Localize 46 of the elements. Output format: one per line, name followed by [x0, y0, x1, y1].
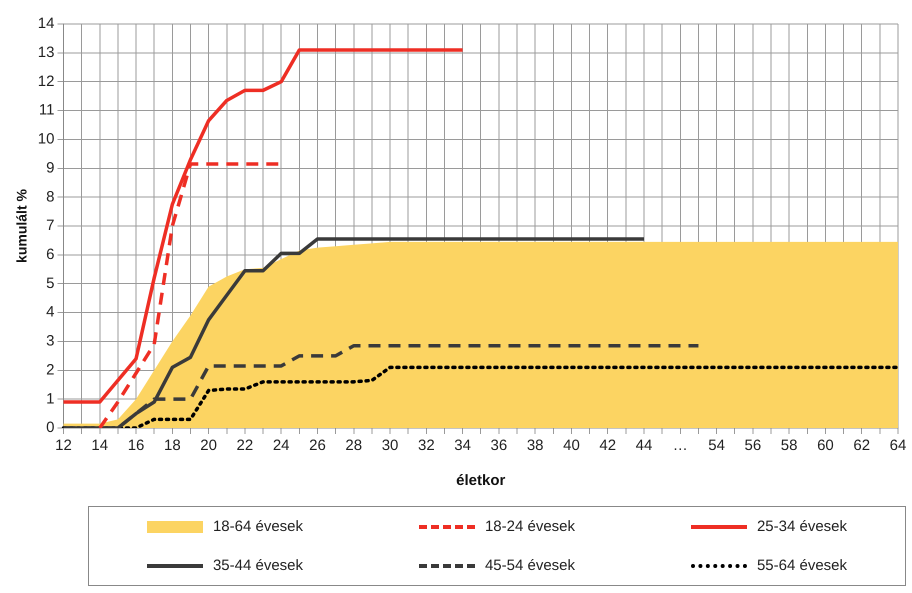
- x-tick-label: 20: [200, 437, 217, 454]
- x-tick-label: 16: [128, 437, 144, 454]
- y-tick-label: 4: [46, 304, 54, 321]
- x-tick-label: 64: [890, 437, 906, 454]
- y-tick-label: 11: [38, 102, 54, 119]
- y-tick-label: 8: [46, 188, 54, 206]
- y-tick-label: 2: [46, 361, 54, 378]
- y-tick-label: 9: [46, 159, 54, 176]
- x-tick-label: …: [672, 437, 688, 454]
- x-tick-label: 22: [236, 437, 254, 454]
- y-tick-label: 5: [46, 274, 54, 292]
- y-tick-label: 3: [46, 332, 54, 350]
- y-tick-label: 10: [38, 130, 54, 148]
- legend-label: 45-54 évesek: [484, 557, 576, 574]
- y-tick-label: 6: [46, 246, 54, 263]
- legend-label: 18-24 évesek: [484, 518, 576, 535]
- x-tick-label: 36: [490, 437, 508, 454]
- x-tick-label: 30: [382, 437, 398, 454]
- x-tick-label: 26: [309, 437, 326, 454]
- x-tick-label: 54: [708, 437, 725, 454]
- y-tick-label: 13: [38, 44, 54, 61]
- y-tick-label: 7: [46, 217, 54, 234]
- legend-label: 25-34 évesek: [756, 518, 848, 535]
- x-tick-label: 38: [526, 437, 544, 454]
- x-tick-label: 40: [563, 437, 580, 454]
- x-tick-label: 60: [817, 437, 834, 454]
- x-tick-label: 58: [780, 437, 798, 454]
- y-tick-label: 0: [46, 419, 54, 436]
- y-tick-label: 1: [46, 390, 54, 408]
- y-tick-label: 14: [38, 15, 54, 32]
- legend-label: 18-64 évesek: [212, 518, 304, 535]
- x-tick-label: 42: [599, 437, 616, 454]
- x-axis-title: életkor: [456, 472, 506, 490]
- x-tick-label: 62: [853, 437, 870, 454]
- x-tick-label: 34: [454, 437, 471, 454]
- legend-label: 35-44 évesek: [212, 557, 304, 574]
- x-tick-label: 24: [272, 437, 290, 454]
- y-tick-label: 12: [38, 72, 54, 90]
- x-tick-label: 18: [164, 437, 181, 454]
- y-axis-title: kumulált %: [13, 188, 30, 263]
- x-tick-label: 44: [636, 437, 652, 454]
- legend-label: 55-64 évesek: [756, 557, 848, 574]
- x-tick-label: 56: [744, 437, 762, 454]
- x-tick-label: 32: [418, 437, 435, 454]
- x-tick-label: 14: [91, 437, 108, 454]
- x-tick-label: 28: [345, 437, 362, 454]
